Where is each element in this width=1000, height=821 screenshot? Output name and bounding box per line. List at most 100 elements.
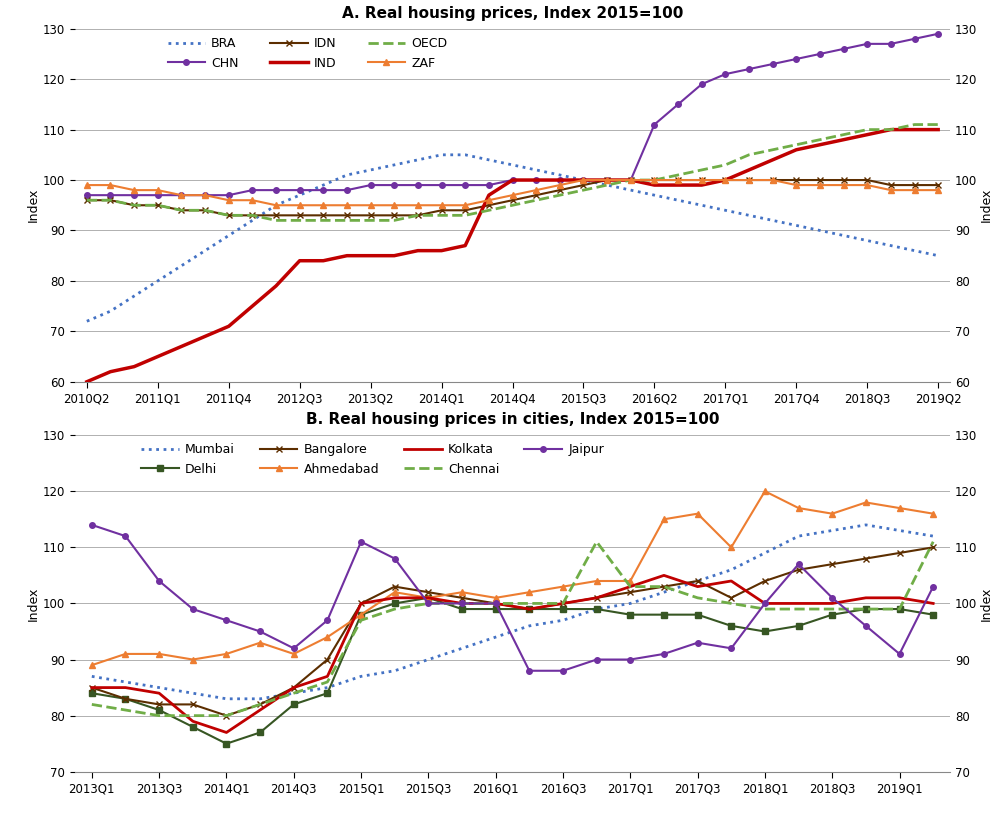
ZAF <box>104 180 116 190</box>
ZAF <box>436 200 448 210</box>
ZAF <box>175 190 187 200</box>
ZAF <box>814 180 826 190</box>
CHN <box>506 175 518 185</box>
IND <box>270 281 282 291</box>
Kolkata <box>591 593 603 603</box>
BRA <box>790 221 802 231</box>
BRA <box>412 155 424 165</box>
Kolkata <box>422 593 434 603</box>
IND <box>554 175 566 185</box>
Kolkata <box>759 599 771 608</box>
Delhi <box>591 604 603 614</box>
Chennai <box>355 616 367 626</box>
Mumbai <box>927 531 939 541</box>
Mumbai <box>490 632 502 642</box>
CHN <box>861 39 873 48</box>
Kolkata <box>927 599 939 608</box>
BRA <box>199 245 211 255</box>
Mumbai <box>793 531 805 541</box>
Bangalore <box>759 576 771 586</box>
BRA <box>530 165 542 175</box>
Bangalore <box>153 699 165 709</box>
OECD <box>743 150 755 160</box>
Jaipur <box>759 599 771 608</box>
Ahmedabad <box>389 587 401 597</box>
Delhi <box>220 739 232 749</box>
Kolkata <box>119 683 131 693</box>
CHN <box>223 190 235 200</box>
Delhi <box>254 727 266 737</box>
Chennai <box>119 705 131 715</box>
BRA <box>814 226 826 236</box>
Delhi <box>86 688 98 698</box>
IDN <box>128 200 140 210</box>
Bangalore <box>288 683 300 693</box>
IDN <box>861 175 873 185</box>
Delhi <box>355 610 367 620</box>
ZAF <box>838 180 850 190</box>
Line: IDN: IDN <box>83 177 942 219</box>
Kolkata <box>860 593 872 603</box>
Line: IND: IND <box>87 130 938 382</box>
Mumbai <box>321 683 333 693</box>
CHN <box>790 54 802 64</box>
Kolkata <box>86 683 98 693</box>
Kolkata <box>321 672 333 681</box>
Y-axis label: Index: Index <box>980 586 993 621</box>
IND <box>365 250 377 260</box>
Delhi <box>658 610 670 620</box>
ZAF <box>506 190 518 200</box>
IDN <box>104 195 116 205</box>
IND <box>294 256 306 266</box>
BRA <box>861 236 873 245</box>
Ahmedabad <box>523 587 535 597</box>
Mumbai <box>456 644 468 654</box>
Delhi <box>456 604 468 614</box>
Jaipur <box>725 644 737 654</box>
IND <box>81 377 93 387</box>
CHN <box>365 180 377 190</box>
ZAF <box>128 186 140 195</box>
IDN <box>838 175 850 185</box>
Jaipur <box>894 649 906 658</box>
OECD <box>530 195 542 205</box>
IDN <box>885 180 897 190</box>
Mumbai <box>894 525 906 535</box>
Delhi <box>826 610 838 620</box>
Ahmedabad <box>86 660 98 670</box>
Delhi <box>187 722 199 732</box>
CHN <box>104 190 116 200</box>
CHN <box>483 180 495 190</box>
Mumbai <box>220 694 232 704</box>
ZAF <box>932 186 944 195</box>
Ahmedabad <box>894 503 906 513</box>
Legend: Mumbai, Delhi, Bangalore, Ahmedabad, Kolkata, Chennai, Jaipur: Mumbai, Delhi, Bangalore, Ahmedabad, Kol… <box>136 438 609 481</box>
Chennai <box>490 599 502 608</box>
Ahmedabad <box>254 638 266 648</box>
ZAF <box>388 200 400 210</box>
IDN <box>223 210 235 220</box>
Jaipur <box>557 666 569 676</box>
BRA <box>294 190 306 200</box>
Jaipur <box>254 626 266 636</box>
OECD <box>365 215 377 225</box>
IND <box>885 125 897 135</box>
CHN <box>932 29 944 39</box>
ZAF <box>412 200 424 210</box>
ZAF <box>577 175 589 185</box>
Delhi <box>389 599 401 608</box>
Ahmedabad <box>860 498 872 507</box>
ZAF <box>648 175 660 185</box>
IND <box>696 180 708 190</box>
IDN <box>388 210 400 220</box>
BRA <box>696 200 708 210</box>
OECD <box>932 120 944 130</box>
Bangalore <box>557 599 569 608</box>
CHN <box>175 190 187 200</box>
Chennai <box>927 537 939 547</box>
IDN <box>790 175 802 185</box>
Chennai <box>894 604 906 614</box>
Ahmedabad <box>591 576 603 586</box>
OECD <box>861 125 873 135</box>
BRA <box>719 205 731 215</box>
